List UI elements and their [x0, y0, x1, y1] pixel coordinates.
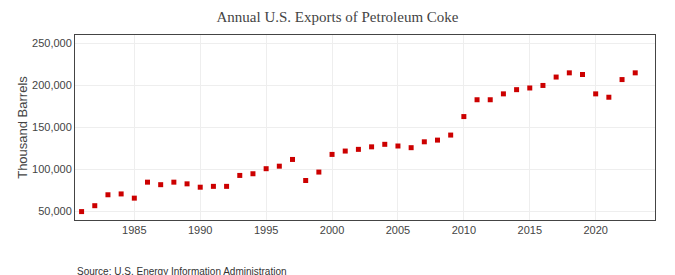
- svg-text:150,000: 150,000: [32, 121, 72, 133]
- svg-text:Source: U.S. Energy Informatio: Source: U.S. Energy Information Administ…: [77, 266, 287, 275]
- svg-text:Annual U.S. Exports of Petrole: Annual U.S. Exports of Petroleum Coke: [216, 9, 458, 25]
- svg-text:2020: 2020: [583, 224, 607, 236]
- svg-text:2015: 2015: [518, 224, 542, 236]
- svg-text:2000: 2000: [320, 224, 344, 236]
- svg-text:Thousand Barrels: Thousand Barrels: [15, 76, 30, 179]
- svg-text:200,000: 200,000: [32, 79, 72, 91]
- svg-text:1990: 1990: [188, 224, 212, 236]
- svg-text:50,000: 50,000: [38, 205, 72, 217]
- svg-text:1985: 1985: [122, 224, 146, 236]
- svg-text:2010: 2010: [452, 224, 476, 236]
- svg-text:1995: 1995: [254, 224, 278, 236]
- svg-text:250,000: 250,000: [32, 37, 72, 49]
- svg-text:2005: 2005: [386, 224, 410, 236]
- svg-text:100,000: 100,000: [32, 163, 72, 175]
